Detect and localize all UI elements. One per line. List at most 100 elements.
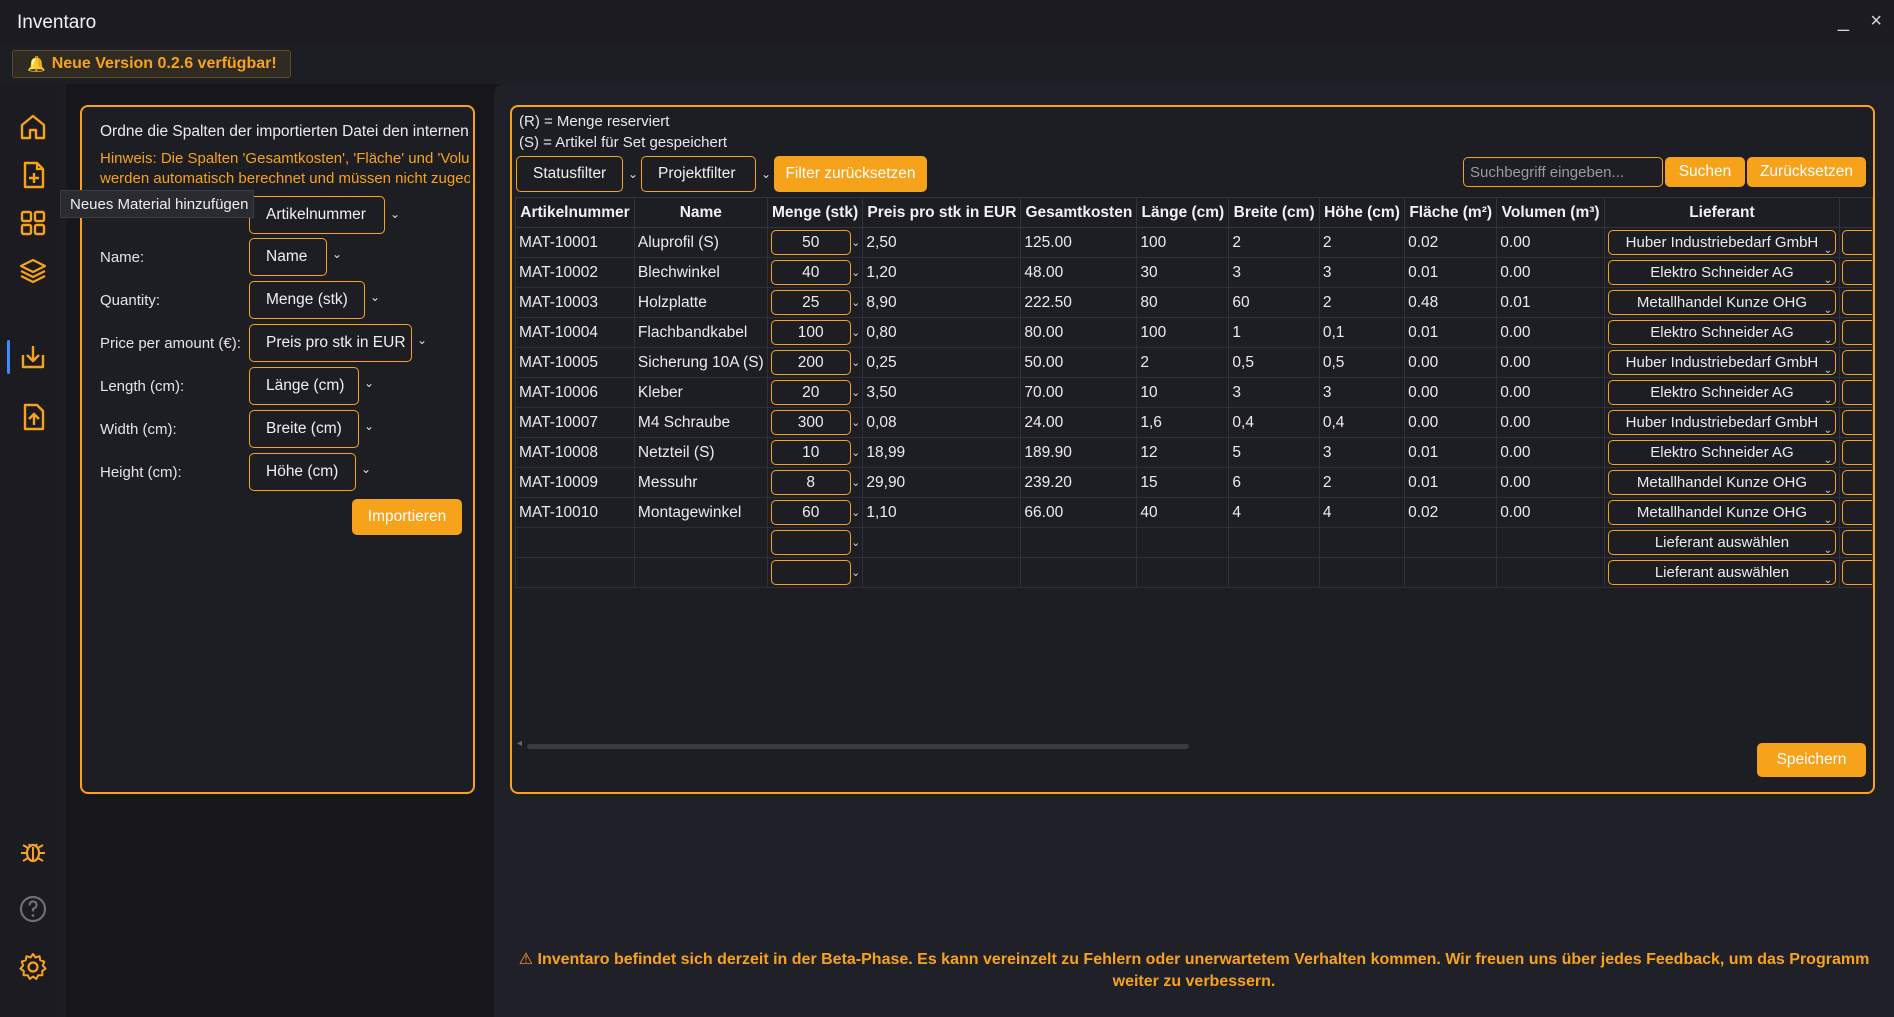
scroll-left-arrow-icon[interactable]: ◂: [517, 738, 523, 749]
column-header-article-no[interactable]: Artikelnummer: [515, 197, 635, 228]
column-header-quantity[interactable]: Menge (stk): [766, 197, 864, 228]
cell-width[interactable]: 4: [1228, 497, 1320, 528]
cell-height[interactable]: 3: [1318, 377, 1406, 408]
cell-volume[interactable]: 0.00: [1496, 407, 1605, 438]
cell-area[interactable]: 0.00: [1404, 347, 1498, 378]
cell-total[interactable]: 48.00: [1020, 257, 1138, 288]
cell-price[interactable]: [862, 527, 1022, 558]
cell-height[interactable]: 3: [1318, 437, 1406, 468]
quantity-input[interactable]: 10: [770, 440, 851, 465]
cell-height[interactable]: [1318, 557, 1406, 588]
cell-price[interactable]: 1,10: [862, 497, 1022, 528]
cell-area[interactable]: [1404, 527, 1498, 558]
chevron-down-icon[interactable]: ⌄: [364, 419, 375, 433]
cell-price[interactable]: 0,08: [862, 407, 1022, 438]
nav-settings[interactable]: [10, 944, 56, 990]
cell-price[interactable]: 2,50: [862, 227, 1022, 258]
mapping-select-name[interactable]: Name: [249, 238, 327, 276]
chevron-down-icon[interactable]: ⌄: [370, 290, 381, 304]
search-button[interactable]: Suchen: [1665, 157, 1745, 187]
cell-article-no[interactable]: MAT-10008: [515, 437, 635, 468]
reset-filter-button[interactable]: Filter zurücksetzen: [774, 156, 927, 192]
chevron-down-icon[interactable]: ⌄: [851, 237, 861, 249]
column-header-length[interactable]: Länge (cm): [1136, 197, 1230, 228]
cell-volume[interactable]: 0.00: [1496, 377, 1605, 408]
cell-article-no[interactable]: [515, 557, 635, 588]
cell-volume[interactable]: 0.00: [1496, 437, 1605, 468]
supplier-select[interactable]: Metallhandel Kunze OHG ⌄: [1607, 290, 1836, 316]
quantity-input[interactable]: 25: [770, 290, 851, 315]
table-row[interactable]: MAT-10006 Kleber 20 ⌄ 3,50 70.00 10 3 3 0.00 0.00 E…: [515, 377, 1873, 408]
reset-search-button[interactable]: Zurücksetzen: [1747, 157, 1866, 187]
supplier-select[interactable]: Huber Industriebedarf GmbH ⌄: [1607, 410, 1836, 436]
cell-total[interactable]: 239.20: [1020, 467, 1138, 498]
cell-width[interactable]: 6: [1228, 467, 1320, 498]
cell-height[interactable]: [1318, 527, 1406, 558]
table-row[interactable]: MAT-10005 Sicherung 10A (S) 200 ⌄ 0,25 50.00 2…: [515, 347, 1873, 378]
chevron-down-icon[interactable]: ⌄: [851, 387, 861, 399]
cell-total[interactable]: 189.90: [1020, 437, 1138, 468]
cell-length[interactable]: 15: [1136, 467, 1230, 498]
mapping-select-article-no[interactable]: Artikelnummer: [249, 196, 385, 234]
cell-article-no[interactable]: MAT-10001: [515, 227, 635, 258]
cell-area[interactable]: 0.02: [1404, 497, 1498, 528]
column-header-height[interactable]: Höhe (cm): [1318, 197, 1406, 228]
cell-total[interactable]: 50.00: [1020, 347, 1138, 378]
cell-total[interactable]: 125.00: [1020, 227, 1138, 258]
extra-select[interactable]: [1841, 440, 1872, 465]
extra-select[interactable]: [1841, 320, 1872, 345]
cell-total[interactable]: [1020, 527, 1138, 558]
cell-article-no[interactable]: MAT-10005: [515, 347, 635, 378]
cell-name[interactable]: Aluprofil (S): [633, 227, 768, 258]
supplier-select[interactable]: Metallhandel Kunze OHG ⌄: [1607, 500, 1836, 526]
supplier-select[interactable]: Metallhandel Kunze OHG ⌄: [1607, 470, 1836, 496]
cell-length[interactable]: 2: [1136, 347, 1230, 378]
chevron-down-icon[interactable]: ⌄: [628, 167, 639, 181]
cell-article-no[interactable]: MAT-10007: [515, 407, 635, 438]
cell-total[interactable]: 222.50: [1020, 287, 1138, 318]
column-header-area[interactable]: Fläche (m²): [1404, 197, 1498, 228]
cell-width[interactable]: 2: [1228, 227, 1320, 258]
nav-export[interactable]: [10, 394, 56, 440]
cell-volume[interactable]: [1496, 557, 1605, 588]
cell-length[interactable]: 10: [1136, 377, 1230, 408]
extra-select[interactable]: [1841, 350, 1872, 375]
cell-total[interactable]: 24.00: [1020, 407, 1138, 438]
cell-article-no[interactable]: MAT-10006: [515, 377, 635, 408]
cell-height[interactable]: 2: [1318, 287, 1406, 318]
column-header-extra[interactable]: [1838, 197, 1873, 228]
quantity-input[interactable]: [770, 560, 851, 585]
chevron-down-icon[interactable]: ⌄: [851, 507, 861, 519]
cell-width[interactable]: 1: [1228, 317, 1320, 348]
column-header-name[interactable]: Name: [633, 197, 768, 228]
cell-height[interactable]: 3: [1318, 257, 1406, 288]
cell-volume[interactable]: 0.00: [1496, 227, 1605, 258]
nav-bug-report[interactable]: [10, 828, 56, 874]
cell-article-no[interactable]: MAT-10002: [515, 257, 635, 288]
chevron-down-icon[interactable]: ⌄: [851, 327, 861, 339]
extra-select[interactable]: [1841, 230, 1872, 255]
cell-price[interactable]: [862, 557, 1022, 588]
supplier-select[interactable]: Elektro Schneider AG ⌄: [1607, 260, 1836, 286]
nav-home[interactable]: [10, 104, 56, 150]
mapping-select-height[interactable]: Höhe (cm): [249, 453, 356, 491]
cell-length[interactable]: 1,6: [1136, 407, 1230, 438]
cell-height[interactable]: 0,1: [1318, 317, 1406, 348]
cell-name[interactable]: Holzplatte: [633, 287, 768, 318]
cell-length[interactable]: 40: [1136, 497, 1230, 528]
column-header-total[interactable]: Gesamtkosten: [1020, 197, 1138, 228]
cell-price[interactable]: 0,80: [862, 317, 1022, 348]
cell-length[interactable]: [1136, 527, 1230, 558]
cell-area[interactable]: 0.02: [1404, 227, 1498, 258]
cell-area[interactable]: 0.00: [1404, 377, 1498, 408]
chevron-down-icon[interactable]: ⌄: [364, 376, 375, 390]
cell-name[interactable]: Montagewinkel: [633, 497, 768, 528]
cell-price[interactable]: 29,90: [862, 467, 1022, 498]
chevron-down-icon[interactable]: ⌄: [761, 167, 772, 181]
extra-select[interactable]: [1841, 470, 1872, 495]
supplier-select[interactable]: Elektro Schneider AG ⌄: [1607, 320, 1836, 346]
cell-height[interactable]: 4: [1318, 497, 1406, 528]
cell-volume[interactable]: 0.01: [1496, 287, 1605, 318]
cell-name[interactable]: M4 Schraube: [633, 407, 768, 438]
cell-volume[interactable]: 0.00: [1496, 497, 1605, 528]
